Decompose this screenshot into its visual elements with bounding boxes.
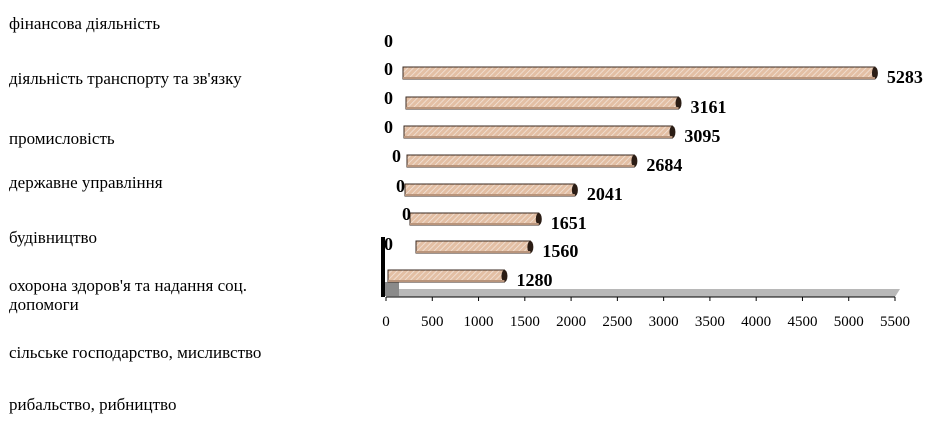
zero-label: 0 (384, 31, 393, 51)
zero-label: 0 (384, 88, 393, 108)
category-label: охорона здоров'я та надання соц. допомог… (9, 276, 247, 314)
bar-shadow (388, 280, 505, 282)
zero-label: 0 (384, 234, 393, 254)
bar-shadow (407, 165, 635, 167)
x-tick-label: 4000 (741, 314, 771, 330)
bar-end-cap (871, 67, 878, 79)
data-label: 1280 (516, 270, 552, 290)
x-tick-label: 500 (421, 314, 444, 330)
zero-label: 0 (402, 204, 411, 224)
bar-shadow (403, 77, 875, 79)
category-label: будівництво (9, 228, 97, 247)
bar-end-cap (675, 97, 682, 109)
bar-end-cap (631, 155, 638, 167)
x-tick-label: 2500 (602, 314, 632, 330)
data-label: 3161 (691, 97, 727, 117)
bar-end-cap (535, 213, 542, 225)
category-label: сільське господарство, мисливство (9, 343, 262, 362)
x-tick-label: 1000 (464, 314, 494, 330)
bar-end-cap (669, 126, 676, 138)
category-label: рибальство, рибництво (9, 395, 177, 414)
bar-shadow (416, 251, 531, 253)
bar-end-cap (571, 184, 578, 196)
data-label: 1560 (542, 241, 578, 261)
zero-label: 0 (384, 117, 393, 137)
x-tick-label: 4500 (787, 314, 817, 330)
data-label: 2684 (646, 155, 682, 175)
x-tick-label: 5000 (834, 314, 864, 330)
x-tick-label: 5500 (880, 314, 910, 330)
x-tick-label: 3500 (695, 314, 725, 330)
chart-floor (381, 237, 900, 297)
bar-series (387, 66, 878, 283)
data-label: 5283 (887, 67, 923, 87)
wall-corner (385, 282, 399, 296)
bar-shadow (404, 136, 673, 138)
x-tick-label: 3000 (649, 314, 679, 330)
category-label: промисловість (9, 129, 115, 148)
x-tick-label: 2000 (556, 314, 586, 330)
x-tick-label: 1500 (510, 314, 540, 330)
category-label-list: фінансова діяльність діяльність транспор… (9, 0, 349, 421)
bar-shadow (405, 194, 575, 196)
data-label: 1651 (551, 213, 587, 233)
zero-label: 0 (396, 176, 405, 196)
category-label: діяльність транспорту та зв'язку (9, 69, 242, 88)
category-label: фінансова діяльність (9, 14, 161, 33)
bar-shadow (406, 107, 679, 109)
x-axis: 0 500 1000 1500 2000 2500 3000 3500 4000 4500 5000… (382, 296, 910, 330)
category-label: державне управління (9, 173, 163, 192)
bar-shadow (410, 223, 539, 225)
bar-end-cap (501, 270, 508, 282)
zero-label: 0 (384, 59, 393, 79)
zero-label: 0 (392, 146, 401, 166)
floor-plane (386, 289, 900, 297)
x-tick-label: 0 (382, 314, 390, 330)
bar-end-cap (527, 241, 534, 253)
back-wall-edge (381, 237, 385, 297)
data-label: 2041 (587, 184, 623, 204)
data-label: 3095 (684, 126, 720, 146)
